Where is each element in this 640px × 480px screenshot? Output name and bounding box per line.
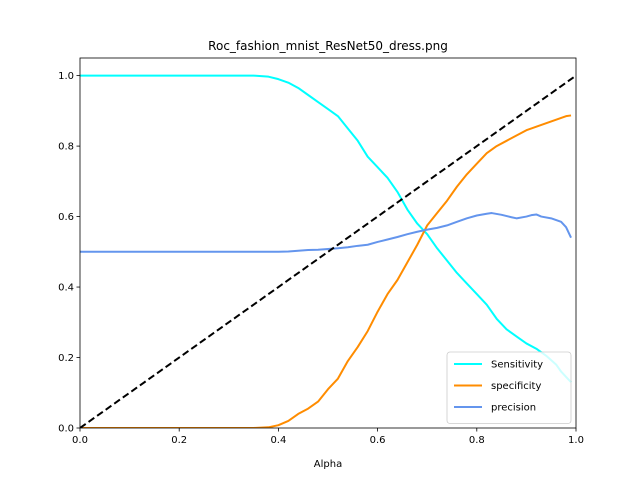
- series-line-specificity: [80, 114, 572, 428]
- legend: Sensitivity specificity precision: [446, 351, 572, 424]
- x-tick-label: 0.0: [72, 435, 88, 446]
- series-group: [80, 74, 576, 428]
- legend-label-sensitivity: Sensitivity: [491, 360, 543, 371]
- y-tick-label: 0.6: [58, 212, 74, 223]
- x-tick-label: 0.4: [270, 435, 286, 446]
- diagonal-reference-line: [80, 74, 576, 428]
- x-tick-label: 0.6: [370, 435, 386, 446]
- y-tick-label: 0.0: [58, 424, 74, 435]
- series-line-precision: [80, 212, 572, 253]
- x-tick-label: 1.0: [568, 435, 584, 446]
- y-tick-label: 0.8: [58, 142, 74, 153]
- plot-area: 0.0 0.2 0.4 0.6 0.8 1.0 0.0 0.2 0.4 0.6 0.8 1.0: [58, 57, 584, 446]
- chart-title: Roc_fashion_mnist_ResNet50_dress.png: [208, 39, 448, 53]
- y-tick-label: 1.0: [58, 71, 74, 82]
- legend-label-specificity: specificity: [491, 381, 541, 392]
- legend-box: [446, 351, 572, 424]
- y-tick-label: 0.4: [58, 283, 74, 294]
- x-tick-label: 0.8: [469, 435, 485, 446]
- legend-label-precision: precision: [491, 403, 536, 414]
- series-line-sensitivity: [80, 74, 572, 383]
- x-axis-label: Alpha: [314, 459, 342, 470]
- axes-frame: [79, 57, 577, 429]
- y-tick-label: 0.2: [58, 353, 74, 364]
- x-tick-label: 0.2: [171, 435, 187, 446]
